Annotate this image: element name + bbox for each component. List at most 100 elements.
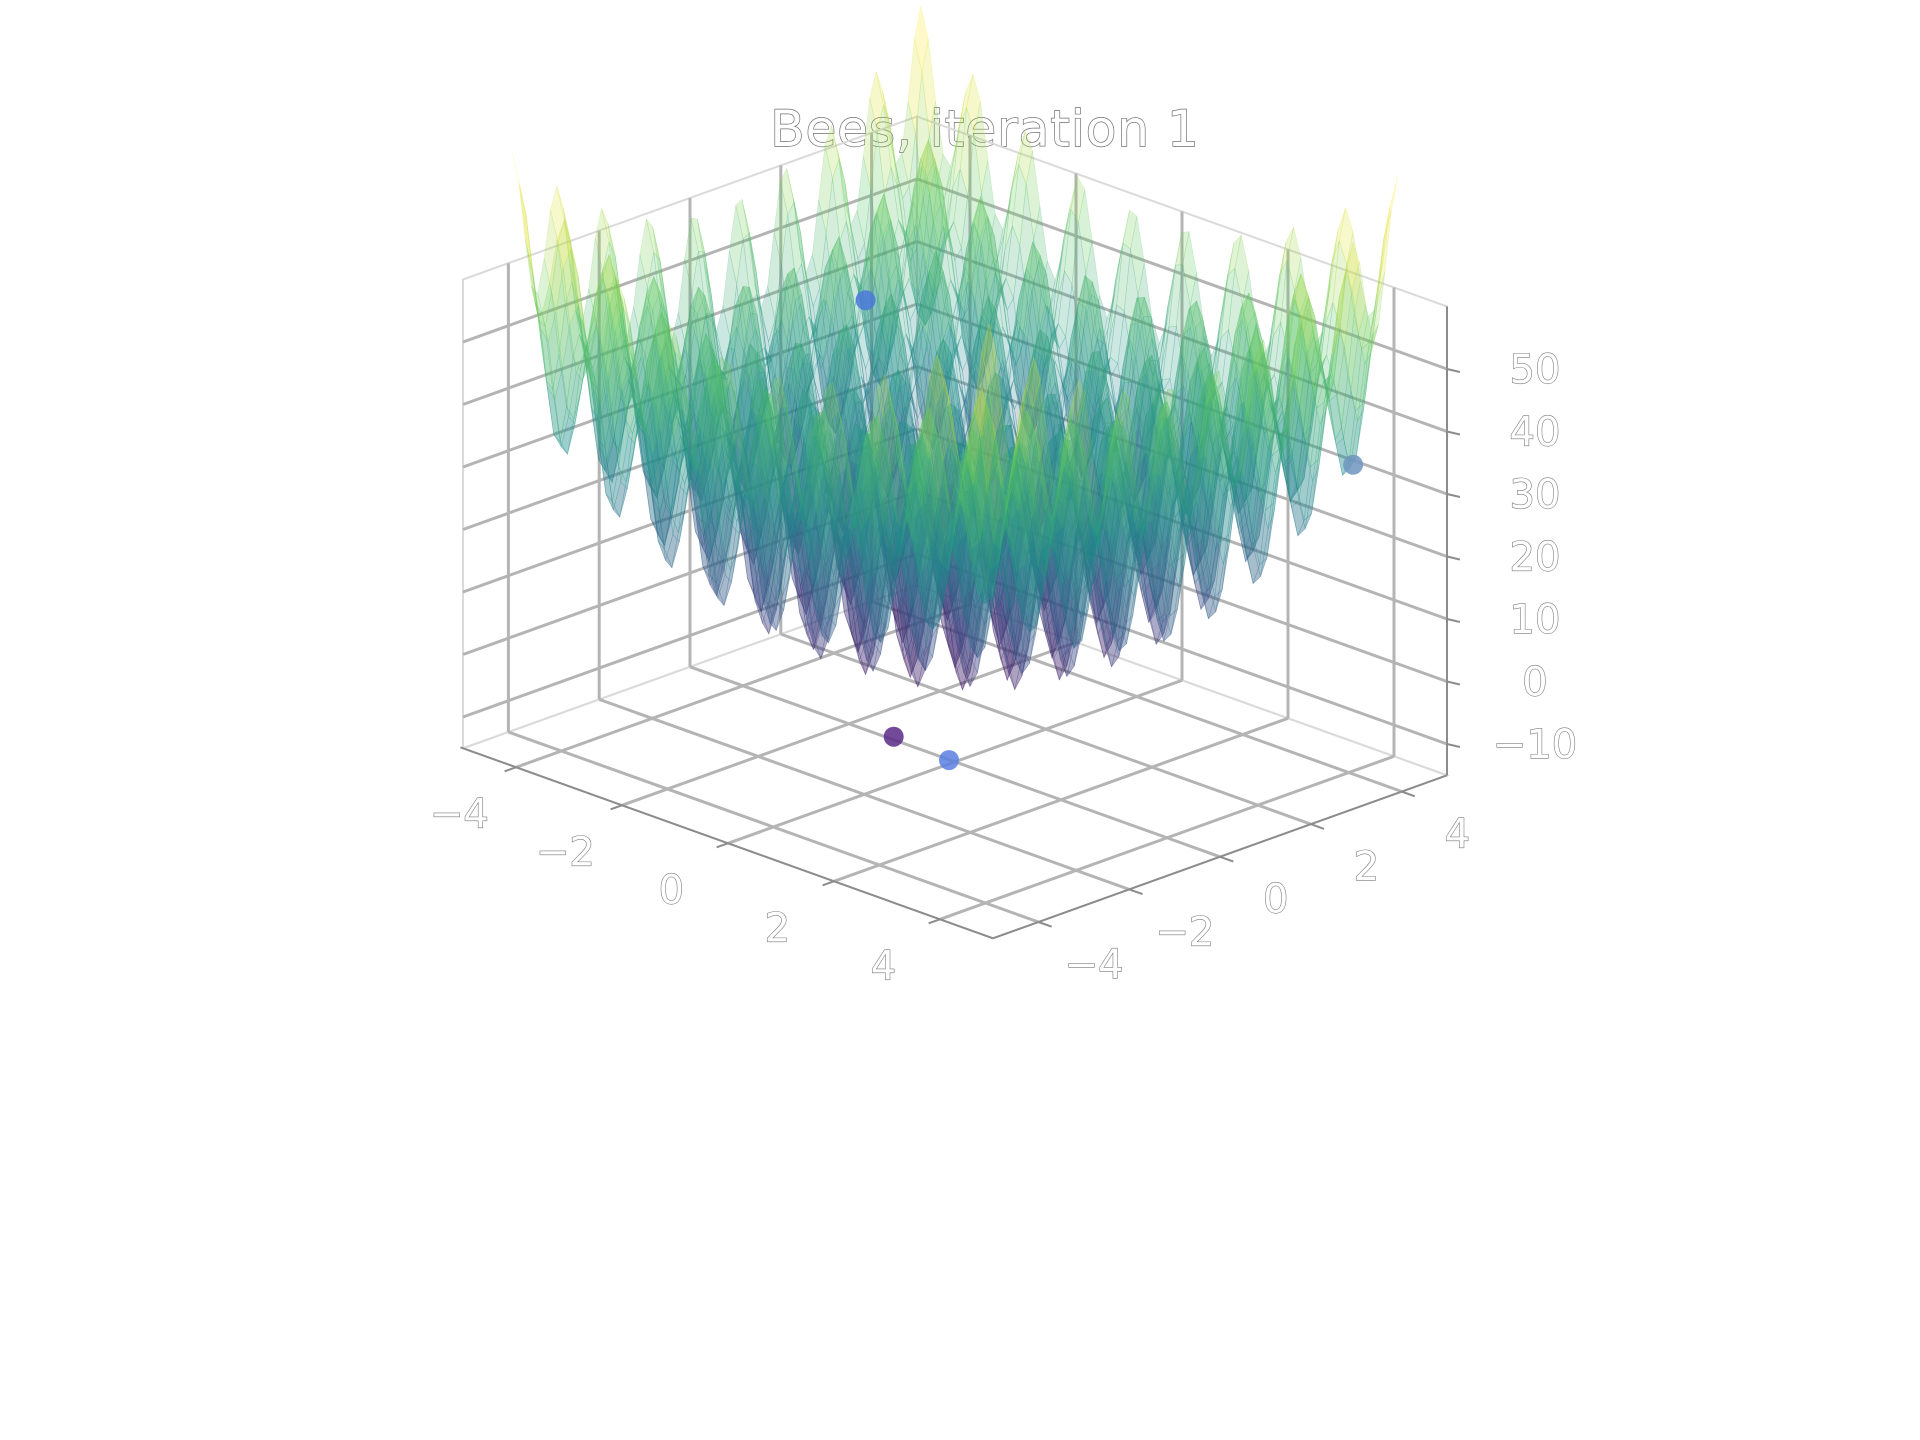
surface-cell bbox=[1318, 302, 1334, 377]
surface-cell bbox=[1080, 390, 1095, 466]
surface-cell bbox=[958, 221, 974, 294]
surface-cell bbox=[1123, 323, 1139, 384]
surface-cell bbox=[1161, 380, 1176, 489]
surface-cell bbox=[877, 193, 893, 305]
surface-cell bbox=[1283, 459, 1299, 502]
surface-cell bbox=[884, 166, 899, 247]
surface-cell bbox=[1205, 321, 1221, 433]
surface-cell bbox=[843, 197, 859, 259]
surface-cell bbox=[1114, 387, 1129, 429]
surface-cell bbox=[948, 229, 963, 320]
surface-cell bbox=[999, 277, 1014, 311]
surface-cell bbox=[1109, 365, 1124, 474]
surface-cell bbox=[967, 223, 982, 302]
surface-cell bbox=[1204, 338, 1220, 389]
surface-cell bbox=[1061, 407, 1076, 509]
surface-cell bbox=[1376, 204, 1391, 295]
surface-cell bbox=[1161, 265, 1176, 368]
surface-cell bbox=[1039, 255, 1055, 325]
surface-cell bbox=[913, 158, 928, 222]
surface-cell bbox=[1001, 290, 1016, 390]
surface-cell bbox=[1216, 399, 1231, 484]
surface-cell bbox=[1146, 355, 1161, 438]
surface-cell bbox=[989, 234, 1005, 325]
surface-cell bbox=[1056, 209, 1072, 302]
surface-cell bbox=[1307, 292, 1322, 361]
surface-cell bbox=[1275, 403, 1290, 469]
surface-cell bbox=[1101, 414, 1116, 494]
grid-line-wall-z-2 bbox=[462, 427, 918, 594]
surface-cell bbox=[895, 278, 910, 313]
surface-cell bbox=[1226, 357, 1241, 426]
surface-cell bbox=[932, 239, 947, 296]
surface-cell bbox=[1278, 428, 1293, 462]
surface-cell bbox=[951, 92, 966, 170]
surface-cell bbox=[1054, 382, 1070, 463]
surface-cell bbox=[1165, 411, 1180, 485]
surface-cell bbox=[1215, 431, 1230, 462]
surface-cell bbox=[1329, 393, 1344, 446]
surface-cell bbox=[1234, 235, 1250, 304]
surface-cell bbox=[920, 275, 936, 347]
surface-cell bbox=[898, 279, 913, 359]
surface-cell bbox=[976, 348, 992, 390]
surface-cell bbox=[1346, 231, 1361, 314]
surface-cell bbox=[1364, 323, 1379, 365]
surface-cell bbox=[1217, 402, 1233, 500]
surface-cell bbox=[1102, 423, 1117, 527]
surface-cell bbox=[1022, 486, 1038, 538]
surface-cell bbox=[1008, 345, 1024, 409]
surface-cell bbox=[888, 264, 904, 314]
surface-cell bbox=[908, 133, 924, 249]
surface-cell bbox=[1107, 388, 1123, 436]
surface-cell bbox=[905, 333, 921, 375]
surface-cell bbox=[1291, 499, 1306, 537]
surface-cell bbox=[899, 332, 914, 371]
surface-cell bbox=[1052, 318, 1067, 400]
surface-cell bbox=[947, 335, 962, 376]
surface-cell bbox=[1208, 445, 1223, 512]
surface-cell bbox=[1127, 450, 1142, 504]
surface-cell bbox=[1280, 260, 1295, 352]
surface-cell bbox=[1004, 164, 1020, 251]
surface-cell bbox=[1238, 420, 1254, 501]
surface-cell bbox=[1149, 359, 1164, 392]
surface-cell bbox=[1235, 319, 1251, 408]
surface-cell bbox=[936, 153, 951, 201]
surface-cell bbox=[1175, 308, 1190, 381]
surface-cell bbox=[1256, 374, 1272, 435]
surface-cell bbox=[903, 292, 918, 380]
surface-cell bbox=[1062, 437, 1077, 488]
surface-cell bbox=[921, 250, 937, 296]
surface-cell bbox=[1191, 474, 1207, 560]
surface-cell bbox=[1354, 341, 1370, 412]
surface-cell bbox=[1040, 259, 1056, 315]
surface-cell bbox=[1159, 390, 1174, 469]
surface-cell bbox=[1278, 348, 1293, 417]
surface-cell bbox=[975, 307, 991, 378]
grid-line-floor-y-1 bbox=[598, 697, 1130, 891]
surface-cell bbox=[1214, 328, 1229, 391]
surface-cell bbox=[1017, 272, 1032, 340]
surface-cell bbox=[1368, 261, 1384, 343]
surface-cell bbox=[1248, 292, 1263, 342]
surface-cell bbox=[1124, 357, 1140, 465]
surface-cell bbox=[958, 74, 974, 126]
surface-cell bbox=[1167, 232, 1182, 307]
surface-cell bbox=[1277, 425, 1292, 508]
surface-cell bbox=[1031, 260, 1046, 336]
surface-cell bbox=[873, 327, 889, 387]
surface-cell bbox=[913, 320, 928, 376]
surface-cell bbox=[1024, 365, 1040, 440]
surface-cell bbox=[1136, 362, 1152, 434]
surface-cell bbox=[981, 159, 996, 247]
surface-cell bbox=[1088, 392, 1104, 455]
surface-cell bbox=[1098, 375, 1113, 424]
surface-cell bbox=[1362, 294, 1377, 404]
surface-cell bbox=[1250, 400, 1266, 493]
surface-cell bbox=[1104, 422, 1120, 453]
surface-cell bbox=[1194, 482, 1209, 561]
surface-cell bbox=[946, 168, 961, 241]
surface-cell bbox=[1069, 311, 1085, 380]
surface-cell bbox=[1027, 355, 1043, 428]
